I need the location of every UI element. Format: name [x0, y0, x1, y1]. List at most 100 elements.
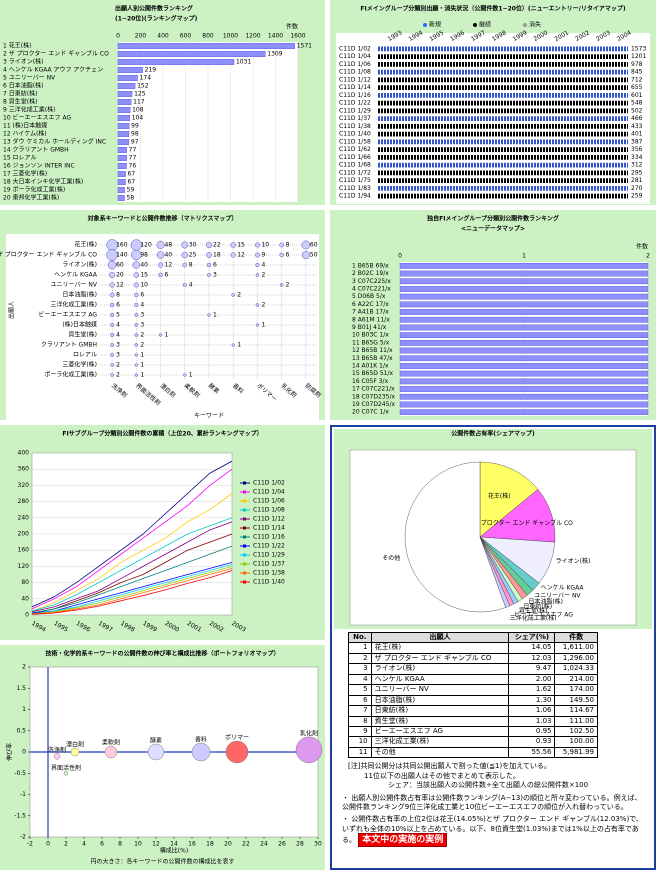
- bubble: [156, 241, 165, 249]
- category-label: 19 ポーラ化成工業(株): [3, 186, 65, 194]
- bar: [399, 340, 649, 346]
- category-label: 6 A22C 17/x: [352, 301, 389, 308]
- table-row: 9 ビーエーエスエフ AG 0.95 102.50: [348, 725, 598, 738]
- bubble-label: 60: [310, 242, 318, 249]
- x-tick-label: 24: [260, 841, 268, 848]
- pie-slice: [404, 461, 506, 613]
- rank-cell: 2: [348, 652, 372, 665]
- bullet-text: ・ 公開件数占有率の上位2位は花王(14.05%)とザ プロクター エンド ギャ…: [342, 815, 643, 845]
- value-label: 104: [132, 115, 144, 122]
- bar: [399, 347, 649, 354]
- row-label: 三菱化学(株): [62, 361, 97, 369]
- pie-slice: [479, 461, 539, 538]
- value-label: 219: [145, 67, 157, 74]
- bar: [399, 386, 649, 392]
- category-label: 16 ジョンソン INTER INC: [3, 163, 75, 170]
- bubble-label: 1: [140, 352, 144, 359]
- bar: [399, 301, 649, 308]
- bubble: [206, 252, 212, 258]
- bar: [399, 355, 649, 362]
- slice-label: ユニリーバー NV: [534, 592, 581, 599]
- category-label: C11D 1/08: [339, 69, 371, 76]
- bar: [117, 59, 235, 65]
- category-label: 5 ユニリーバー NV: [3, 75, 56, 82]
- bubble-label: 3: [140, 322, 144, 329]
- category-label: 13 B65B 47/x: [352, 355, 393, 362]
- bubble: [301, 240, 311, 250]
- name-cell: ビーエーエスエフ AG: [370, 725, 510, 738]
- legend-marker: [243, 499, 246, 503]
- category-label: 8 資生堂(株): [3, 98, 37, 106]
- share-cell: 9.47: [508, 663, 556, 675]
- x-tick-label: 10: [134, 841, 142, 848]
- bubble-label: 6: [165, 272, 169, 279]
- category-label: 12 B65B 11/x: [352, 347, 393, 354]
- bar: [117, 171, 126, 177]
- bubble-label: 18: [213, 252, 221, 259]
- bubble-label: 4: [116, 322, 120, 329]
- y-tick-label: 40: [21, 595, 29, 602]
- category-label: C11D 1/94: [339, 193, 371, 200]
- bubble-label: 2: [261, 272, 265, 279]
- share-cell: 2.00: [508, 673, 556, 686]
- category-label: 10 ビーエーエスエフ AG: [3, 114, 71, 122]
- value-label: 99: [131, 123, 139, 130]
- x-tick-label: 14: [170, 841, 178, 848]
- name-cell: その他: [370, 746, 510, 759]
- bubble: [70, 747, 80, 757]
- x-tick-label: 6: [100, 841, 104, 848]
- series-line: [31, 517, 233, 612]
- value-label: 125: [134, 91, 146, 98]
- y-tick-label: 160: [18, 547, 30, 554]
- bubble-label: 香料: [195, 736, 207, 744]
- series-line: [31, 566, 233, 615]
- category-label: 7 A41B 17/x: [352, 309, 389, 316]
- category-label: C11D 1/66: [339, 154, 371, 161]
- bubble-label: 3: [140, 312, 144, 319]
- y-tick-label: 0.5: [16, 727, 26, 734]
- table-row: 1 花王(株) 14.05 1,611.00: [348, 642, 598, 654]
- bubble: [301, 250, 310, 260]
- row-total: 259: [631, 193, 643, 200]
- chart-title: 対象系キーワードと公開件数推移（マトリクスマップ）: [87, 215, 238, 223]
- bubble: [279, 283, 284, 287]
- legend-marker: [243, 571, 246, 575]
- row-total: 334: [631, 154, 643, 161]
- x-tick-label: 0: [398, 253, 402, 260]
- bar: [399, 263, 649, 269]
- series-line: [31, 493, 233, 612]
- legend-marker: [243, 553, 246, 557]
- category-label: 9 B01J 41/x: [352, 324, 387, 331]
- bubble-label: 40: [165, 252, 173, 259]
- bubble-label: 酵素: [150, 737, 162, 745]
- bar: [117, 147, 127, 153]
- y-tick-label: -2: [20, 834, 26, 841]
- table-row: 11 その他 55.56 5,981.99: [348, 746, 598, 759]
- category-label: 6 日本油脂(株): [3, 82, 43, 90]
- header-row: No. 出願人 シェア(%) 件数: [348, 631, 598, 644]
- bubble: [295, 736, 323, 764]
- legend-label: 継続: [479, 21, 491, 29]
- bar: [399, 332, 649, 338]
- bubble: [157, 262, 164, 268]
- bar: [399, 409, 649, 415]
- bubble: [255, 303, 260, 307]
- unit-label: 件数: [286, 23, 298, 31]
- legend-marker: [243, 580, 246, 584]
- category-label: 11 B65G 5/x: [352, 339, 390, 346]
- row-total: 433: [631, 123, 643, 130]
- x-tick-label: 4: [82, 841, 86, 848]
- bubble-label: 3: [116, 342, 120, 349]
- y-tick-label: 0: [25, 612, 29, 619]
- legend-marker: [243, 481, 246, 485]
- share-cell: 12.03: [508, 652, 556, 665]
- legend-label: C11D 1/16: [253, 534, 285, 541]
- y-axis-label: 伸び率: [6, 743, 14, 761]
- bubble-label: 6: [140, 292, 144, 299]
- category-label: 2 ザ プロクター エンド ギャンブル CO: [3, 50, 109, 58]
- legend-label: C11D 1/06: [253, 498, 285, 505]
- note-line: [注]共同公開分は共同公開出願人で割った値(≦1)を加えている。: [348, 762, 551, 771]
- bubble-label: 1: [189, 372, 193, 379]
- share-cell: 0.93: [508, 736, 556, 748]
